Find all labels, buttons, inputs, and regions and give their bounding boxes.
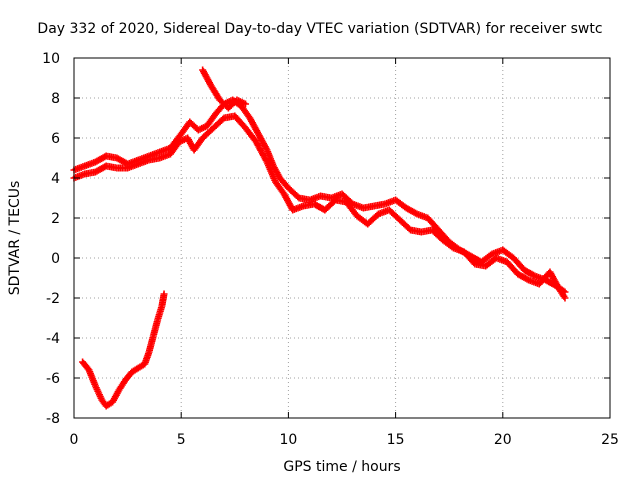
x-axis-label: GPS time / hours <box>283 459 400 475</box>
plot-frame <box>73 57 611 419</box>
y-tick-label: 2 <box>51 211 60 227</box>
data-point-marker <box>412 209 420 217</box>
grid-lines <box>74 58 610 418</box>
swtc-negative-arc <box>79 290 168 410</box>
y-tick-label: 6 <box>51 131 60 147</box>
y-tick-label: 8 <box>51 91 60 107</box>
data-point-marker <box>160 290 168 298</box>
swtc-morning-spike <box>199 66 250 112</box>
swtc-track-upper <box>70 96 569 296</box>
x-tick-label: 25 <box>601 432 619 448</box>
x-tick-label: 10 <box>279 432 297 448</box>
x-tick-label: 0 <box>70 432 79 448</box>
swtc-track-lower <box>70 112 569 302</box>
chart-title: Day 332 of 2020, Sidereal Day-to-day VTE… <box>37 21 602 37</box>
data-point-marker <box>242 100 250 108</box>
y-tick-label: 0 <box>51 251 60 267</box>
x-tick-label: 15 <box>387 432 405 448</box>
y-tick-label: -6 <box>46 371 60 387</box>
x-tick-labels: 0 5 10 15 20 25 <box>70 432 619 448</box>
x-tick-label: 20 <box>494 432 512 448</box>
axis-ticks <box>73 57 611 419</box>
data-point-marker <box>561 294 569 302</box>
data-point-marker <box>529 271 537 279</box>
y-tick-label: -2 <box>46 291 60 307</box>
y-tick-label: -8 <box>46 411 60 427</box>
y-axis-label: SDTVAR / TECUs <box>7 181 23 296</box>
data-series <box>70 66 569 410</box>
data-point-marker <box>523 275 531 283</box>
y-tick-label: 10 <box>42 51 60 67</box>
y-tick-labels: -8 -6 -4 -2 0 2 4 6 8 10 <box>42 51 60 427</box>
y-tick-label: -4 <box>46 331 60 347</box>
y-tick-label: 4 <box>51 171 60 187</box>
plot-area <box>74 58 610 418</box>
x-tick-label: 5 <box>177 432 186 448</box>
